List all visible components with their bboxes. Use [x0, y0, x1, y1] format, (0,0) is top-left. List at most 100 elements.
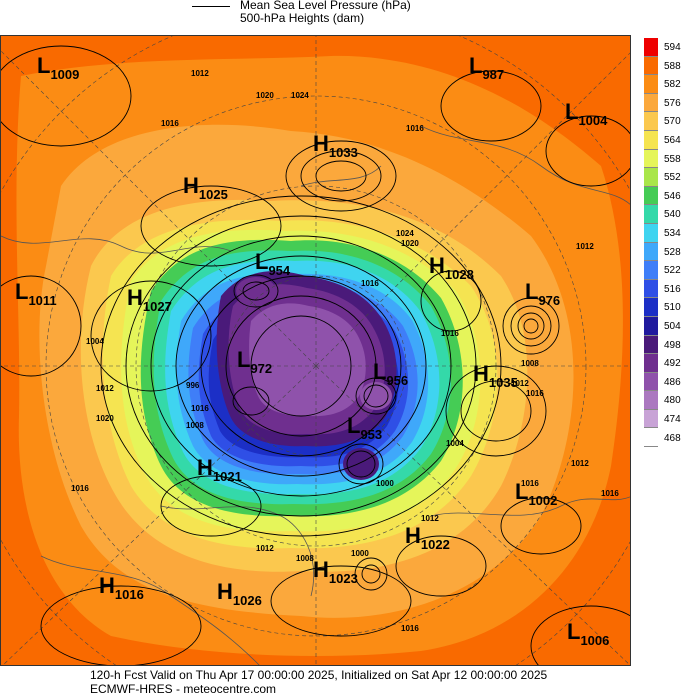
- isobar-value-label: 1016: [526, 389, 544, 398]
- colorbar-swatch: [644, 205, 658, 224]
- colorbar-label: 516: [664, 283, 681, 295]
- isobar-value-label: 1024: [291, 91, 309, 100]
- coastlines: [1, 125, 630, 665]
- isobar-value-label: 1016: [521, 479, 539, 488]
- colorbar-swatch: [644, 223, 658, 243]
- colorbar-label: 576: [664, 97, 681, 109]
- high-pressure-label: H1023: [313, 557, 358, 586]
- colorbar-swatch: [644, 354, 658, 373]
- footer: 120-h Fcst Valid on Thu Apr 17 00:00:00 …: [0, 668, 681, 700]
- isobar-value-label: 1016: [441, 329, 459, 338]
- colorbar-swatch: [644, 298, 658, 317]
- low-pressure-label: L956: [373, 359, 408, 388]
- colorbar-swatch: [644, 168, 658, 187]
- colorbar-swatch: [644, 75, 658, 94]
- high-pressure-label: H1028: [429, 253, 474, 282]
- colorbar-label: 582: [664, 79, 681, 91]
- low-pressure-label: L1004: [565, 99, 608, 128]
- high-pressure-label: H1033: [313, 131, 358, 160]
- isobar-value-label: 1020: [401, 239, 419, 248]
- l956-core: [360, 382, 392, 410]
- isobar-value-label: 1012: [511, 379, 529, 388]
- map-panel: 1012 1016 1020 1024 1016 1012 1016 1020 1004 1012…: [0, 35, 631, 666]
- colorbar-label: 564: [664, 135, 681, 146]
- colorbar-swatch: [644, 279, 658, 299]
- colorbar-swatch: [644, 391, 658, 410]
- isobar-value-label: 1012: [191, 69, 209, 78]
- isobar-value-label: 1016: [71, 484, 89, 493]
- low-pressure-label: L953: [347, 413, 382, 442]
- colorbar-label: 546: [664, 190, 681, 202]
- isobar-value-label: 1000: [376, 479, 394, 488]
- l953-core: [343, 448, 379, 480]
- l954-core: [236, 277, 276, 305]
- colorbar: [644, 38, 658, 448]
- low-pressure-label: L1011: [15, 279, 57, 308]
- isobar-contours: [1, 45, 630, 665]
- isobar-value-label: 1016: [191, 404, 209, 413]
- colorbar-label: 528: [664, 246, 681, 258]
- high-pressure-label: H1035: [473, 361, 518, 390]
- colorbar-swatch: [644, 261, 658, 280]
- isobar-value-label: 1016: [406, 124, 424, 133]
- colorbar-label: 504: [664, 321, 681, 332]
- colorbar-label: 534: [664, 228, 681, 239]
- isobar-value-label: 1016: [401, 624, 419, 633]
- isobar-value-label: 1016: [361, 279, 379, 288]
- colorbar-swatch: [644, 112, 658, 131]
- colorbar-label: 570: [664, 116, 681, 128]
- isobar-value-label: 1004: [86, 337, 104, 346]
- colorbar-label: 474: [664, 414, 681, 425]
- isobar-value-label: 1020: [256, 91, 274, 100]
- colorbar-swatch: [644, 93, 658, 113]
- colorbar-label: 510: [664, 302, 681, 314]
- isobar-value-label: 1016: [161, 119, 179, 128]
- colorbar-swatch: [644, 242, 658, 262]
- colorbar-label: 480: [664, 395, 681, 407]
- isobar-value-label: 1000: [351, 549, 369, 558]
- low-pressure-label: L987: [469, 53, 504, 82]
- colorbar-label: 486: [664, 376, 681, 388]
- high-pressure-label: H1021: [197, 455, 242, 484]
- colorbar-label: 558: [664, 153, 681, 165]
- colorbar-swatch: [644, 372, 658, 392]
- isobar-value-label: 1004: [446, 439, 464, 448]
- isobar-value-label: 1012: [421, 514, 439, 523]
- colorbar-label: 492: [664, 358, 681, 370]
- low-pressure-label: L976: [525, 279, 560, 308]
- colorbar-swatch: [644, 186, 658, 206]
- low-pressure-label: L1009: [37, 53, 79, 82]
- colorbar-swatch: [644, 38, 658, 57]
- colorbar-swatch: [644, 56, 658, 76]
- colorbar-swatch: [644, 316, 658, 336]
- low-pressure-label: L954: [255, 249, 291, 278]
- isobar-value-label: 1020: [96, 414, 114, 423]
- isobar-value-label: 1012: [256, 544, 274, 553]
- high-pressure-label: H1025: [183, 173, 228, 202]
- colorbar-label: 552: [664, 172, 681, 184]
- forecast-valid-caption: 120-h Fcst Valid on Thu Apr 17 00:00:00 …: [90, 668, 548, 682]
- colorbar-label: 540: [664, 209, 681, 221]
- colorbar-swatch: [644, 335, 658, 355]
- pressure-systems: L1009 L987 L1004 H1033 H1025 L954 H1028 L1011 H1…: [15, 53, 609, 648]
- high-pressure-label: H1027: [127, 285, 172, 314]
- model-source-caption: ECMWF-HRES - meteocentre.com: [90, 682, 277, 696]
- isobar-value-label: 1008: [186, 421, 204, 430]
- isobar-value-label: 1012: [96, 384, 114, 393]
- colorbar-swatch: [644, 409, 658, 429]
- colorbar-swatch: [644, 149, 658, 169]
- colorbar-swatch: [644, 428, 658, 448]
- isobar-value-label: 1012: [576, 242, 594, 251]
- isobar-value-label: 1008: [296, 554, 314, 563]
- legend-mslp-label: Mean Sea Level Pressure (hPa): [240, 0, 411, 12]
- low-pressure-label: L1002: [515, 479, 557, 508]
- high-pressure-label: H1016: [99, 573, 144, 602]
- lavender-band: [249, 303, 366, 417]
- colorbar-label: 468: [664, 432, 681, 444]
- isobar-value-label: 1008: [521, 359, 539, 368]
- graticule-lines: [1, 36, 630, 665]
- isobar-value-label: 1024: [396, 229, 414, 238]
- colorbar-label: 594: [664, 42, 681, 53]
